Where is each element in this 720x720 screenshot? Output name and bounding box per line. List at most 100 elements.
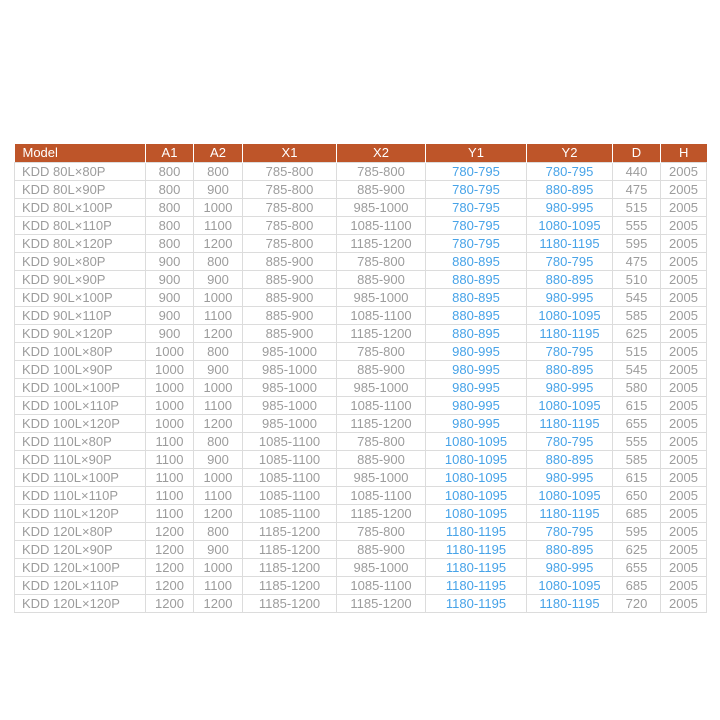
value-cell: 2005 (660, 324, 707, 343)
value-cell: 980-995 (425, 342, 527, 361)
value-cell: 885-900 (336, 540, 426, 559)
value-cell: 2005 (660, 486, 707, 505)
value-cell: 1200 (193, 324, 243, 343)
value-cell: 785-800 (242, 198, 337, 217)
value-cell: 1100 (193, 306, 243, 325)
model-cell: KDD 110L×100P (14, 468, 146, 487)
table-row: KDD 100L×110P 1000 1100 985-1000 1085-1100 98… (14, 396, 707, 415)
value-cell: 1180-1195 (526, 324, 613, 343)
value-cell: 585 (612, 450, 661, 469)
value-cell: 1180-1195 (425, 576, 527, 595)
value-cell: 1200 (145, 576, 194, 595)
value-cell: 985-1000 (242, 342, 337, 361)
table-row: KDD 120L×120P 1200 1200 1185-1200 1185-1200 1… (14, 594, 707, 613)
table-row: KDD 100L×100P 1000 1000 985-1000 985-1000 980… (14, 378, 707, 397)
value-cell: 2005 (660, 162, 707, 181)
value-cell: 2005 (660, 360, 707, 379)
value-cell: 2005 (660, 252, 707, 271)
value-cell: 1200 (145, 558, 194, 577)
value-cell: 1085-1100 (336, 306, 426, 325)
value-cell: 595 (612, 234, 661, 253)
value-cell: 800 (193, 522, 243, 541)
value-cell: 2005 (660, 450, 707, 469)
value-cell: 785-800 (242, 180, 337, 199)
value-cell: 1080-1095 (425, 450, 527, 469)
column-header-x1: X1 (242, 144, 337, 163)
value-cell: 780-795 (526, 342, 613, 361)
table-row: KDD 100L×120P 1000 1200 985-1000 1185-1200 98… (14, 414, 707, 433)
value-cell: 900 (193, 450, 243, 469)
model-cell: KDD 90L×110P (14, 306, 146, 325)
value-cell: 1185-1200 (336, 504, 426, 523)
value-cell: 1185-1200 (242, 540, 337, 559)
value-cell: 2005 (660, 540, 707, 559)
value-cell: 1080-1095 (425, 486, 527, 505)
value-cell: 1200 (145, 540, 194, 559)
value-cell: 880-895 (425, 252, 527, 271)
table-row: KDD 80L×90P 800 900 785-800 885-900 780-795 88… (14, 180, 707, 199)
value-cell: 900 (145, 324, 194, 343)
value-cell: 985-1000 (336, 198, 426, 217)
value-cell: 885-900 (242, 252, 337, 271)
value-cell: 785-800 (336, 252, 426, 271)
value-cell: 1080-1095 (425, 504, 527, 523)
model-cell: KDD 110L×90P (14, 450, 146, 469)
value-cell: 785-800 (242, 162, 337, 181)
value-cell: 885-900 (242, 324, 337, 343)
value-cell: 985-1000 (336, 558, 426, 577)
table-row: KDD 80L×120P 800 1200 785-800 1185-1200 780-7… (14, 234, 707, 253)
value-cell: 880-895 (526, 360, 613, 379)
value-cell: 1100 (193, 486, 243, 505)
table-row: KDD 80L×110P 800 1100 785-800 1085-1100 780-7… (14, 216, 707, 235)
value-cell: 980-995 (425, 414, 527, 433)
value-cell: 685 (612, 576, 661, 595)
value-cell: 885-900 (336, 180, 426, 199)
column-header-d: D (612, 144, 661, 163)
value-cell: 2005 (660, 342, 707, 361)
value-cell: 1000 (193, 288, 243, 307)
value-cell: 780-795 (425, 216, 527, 235)
model-cell: KDD 100L×100P (14, 378, 146, 397)
column-header-a2: A2 (193, 144, 243, 163)
model-cell: KDD 80L×110P (14, 216, 146, 235)
value-cell: 2005 (660, 288, 707, 307)
column-header-model: Model (14, 144, 146, 163)
value-cell: 885-900 (336, 450, 426, 469)
value-cell: 2005 (660, 234, 707, 253)
value-cell: 615 (612, 468, 661, 487)
value-cell: 900 (193, 180, 243, 199)
value-cell: 980-995 (526, 468, 613, 487)
value-cell: 1080-1095 (526, 576, 613, 595)
value-cell: 880-895 (526, 180, 613, 199)
value-cell: 985-1000 (336, 288, 426, 307)
value-cell: 985-1000 (242, 396, 337, 415)
value-cell: 980-995 (425, 396, 527, 415)
value-cell: 1200 (193, 504, 243, 523)
value-cell: 1085-1100 (242, 504, 337, 523)
value-cell: 885-900 (242, 270, 337, 289)
value-cell: 650 (612, 486, 661, 505)
model-cell: KDD 120L×120P (14, 594, 146, 613)
value-cell: 2005 (660, 576, 707, 595)
value-cell: 585 (612, 306, 661, 325)
value-cell: 2005 (660, 306, 707, 325)
value-cell: 625 (612, 540, 661, 559)
value-cell: 1085-1100 (242, 486, 337, 505)
value-cell: 880-895 (425, 324, 527, 343)
value-cell: 1100 (193, 396, 243, 415)
value-cell: 785-800 (336, 522, 426, 541)
value-cell: 800 (145, 180, 194, 199)
value-cell: 580 (612, 378, 661, 397)
value-cell: 1180-1195 (425, 594, 527, 613)
value-cell: 1085-1100 (336, 396, 426, 415)
table-row: KDD 110L×120P 1100 1200 1085-1100 1185-1200 1… (14, 504, 707, 523)
value-cell: 780-795 (425, 234, 527, 253)
value-cell: 900 (145, 306, 194, 325)
value-cell: 1185-1200 (336, 594, 426, 613)
value-cell: 1000 (145, 396, 194, 415)
value-cell: 475 (612, 180, 661, 199)
table-body: KDD 80L×80P 800 800 785-800 785-800 780-795 78… (14, 162, 707, 613)
value-cell: 1200 (193, 234, 243, 253)
value-cell: 2005 (660, 216, 707, 235)
model-cell: KDD 100L×120P (14, 414, 146, 433)
